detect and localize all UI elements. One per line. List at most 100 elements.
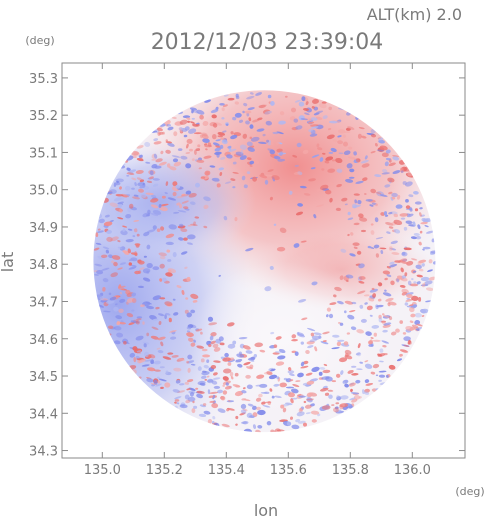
echo-speckle: [134, 270, 141, 275]
echo-speckle: [160, 386, 164, 390]
echo-speckle: [173, 211, 180, 214]
echo-speckle: [166, 249, 171, 253]
echo-speckle: [415, 328, 420, 331]
echo-speckle: [389, 247, 397, 251]
echo-speckle: [279, 382, 287, 388]
echo-speckle: [318, 371, 323, 376]
echo-speckle: [109, 202, 119, 208]
echo-speckle: [399, 349, 409, 353]
echo-speckle: [343, 341, 349, 346]
echo-speckle: [227, 145, 232, 149]
echo-speckle: [106, 236, 113, 242]
echo-speckle: [382, 270, 391, 275]
echo-speckle: [308, 121, 315, 124]
echo-speckle: [135, 335, 144, 341]
echo-speckle: [352, 204, 361, 208]
echo-speckle: [217, 389, 223, 394]
echo-speckle: [109, 220, 114, 223]
echo-speckle: [275, 141, 280, 145]
echo-speckle: [203, 204, 209, 210]
echo-speckle: [397, 194, 401, 200]
echo-speckle: [313, 214, 317, 219]
echo-speckle: [152, 178, 160, 181]
echo-speckle: [421, 283, 426, 288]
echo-speckle: [335, 207, 341, 212]
echo-speckle: [120, 230, 128, 236]
echo-speckle: [212, 343, 219, 348]
echo-speckle: [392, 170, 401, 175]
echo-speckle: [219, 172, 223, 176]
y-tick-label: 34.6: [29, 333, 58, 348]
echo-speckle: [306, 392, 313, 398]
echo-speckle: [183, 237, 188, 241]
echo-speckle: [300, 365, 309, 369]
echo-speckle: [421, 315, 425, 317]
echo-speckle: [227, 362, 232, 366]
echo-speckle: [127, 228, 133, 231]
echo-speckle: [122, 228, 126, 232]
echo-speckle: [196, 123, 200, 127]
echo-speckle: [368, 343, 374, 347]
echo-speckle: [138, 260, 145, 265]
echo-speckle: [189, 391, 195, 397]
echo-speckle: [266, 371, 273, 376]
echo-speckle: [296, 411, 305, 417]
y-tick-label: 34.4: [29, 407, 58, 422]
echo-speckle: [179, 203, 183, 209]
echo-speckle: [242, 110, 245, 114]
echo-speckle: [383, 322, 392, 326]
echo-speckle: [384, 277, 388, 281]
echo-speckle: [311, 154, 320, 158]
echo-speckle: [135, 244, 140, 248]
echo-speckle: [218, 167, 225, 171]
echo-speckle: [161, 195, 166, 199]
echo-speckle: [327, 168, 336, 173]
echo-speckle: [225, 123, 229, 126]
echo-speckle: [242, 133, 248, 139]
echo-speckle: [141, 364, 150, 367]
echo-speckle: [255, 397, 262, 402]
echo-speckle: [226, 407, 235, 411]
echo-speckle: [409, 207, 413, 212]
echo-speckle: [220, 396, 226, 401]
echo-speckle: [376, 149, 385, 152]
echo-speckle: [411, 278, 414, 281]
echo-speckle: [322, 340, 327, 343]
echo-speckle: [388, 316, 393, 321]
echo-speckle: [326, 134, 335, 140]
echo-speckle: [267, 141, 272, 146]
echo-speckle: [133, 357, 137, 363]
echo-speckle: [364, 193, 367, 195]
echo-speckle: [150, 361, 155, 364]
echo-speckle: [279, 227, 287, 234]
echo-speckle: [372, 363, 380, 369]
echo-speckle: [144, 359, 153, 362]
echo-speckle: [379, 348, 384, 353]
echo-speckle: [131, 309, 135, 312]
echo-speckle: [321, 376, 330, 380]
echo-speckle: [303, 422, 307, 427]
echo-speckle: [96, 269, 104, 275]
echo-speckle: [301, 96, 306, 102]
echo-speckle: [378, 317, 383, 323]
echo-speckle: [401, 288, 409, 294]
echo-speckle: [270, 101, 275, 106]
echo-speckle: [230, 376, 234, 380]
echo-speckle: [242, 345, 251, 350]
echo-speckle: [311, 366, 320, 373]
echo-speckle: [185, 297, 189, 300]
echo-speckle: [173, 131, 178, 137]
echo-speckle: [123, 341, 127, 345]
echo-speckle: [311, 126, 319, 129]
echo-speckle: [165, 233, 175, 239]
echo-speckle: [272, 131, 279, 135]
echo-speckle: [270, 331, 275, 335]
echo-speckle: [336, 341, 342, 347]
echo-speckle: [400, 170, 404, 174]
echo-speckle: [167, 142, 175, 147]
echo-speckle: [155, 158, 163, 163]
echo-speckle: [234, 390, 244, 397]
echo-speckle: [290, 107, 297, 113]
echo-speckle: [174, 401, 177, 404]
echo-speckle: [269, 149, 276, 155]
